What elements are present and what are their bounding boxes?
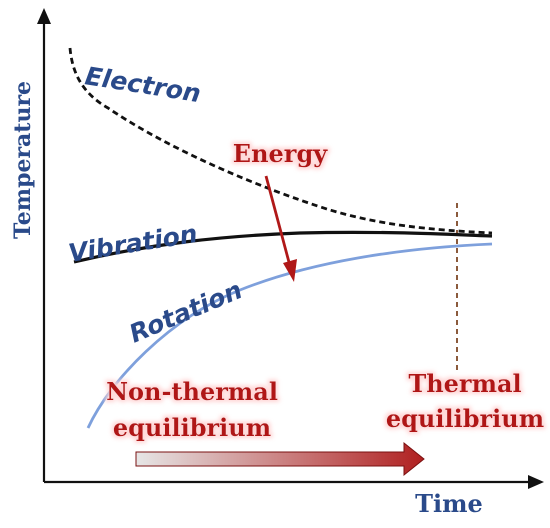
- non-thermal-line1: Non-thermal: [106, 377, 278, 406]
- rotation-curve: [86, 242, 493, 429]
- rotation-label: Rotation: [125, 275, 246, 348]
- y-axis-arrowhead: [37, 8, 51, 24]
- thermal-equilibrium-label: Thermal equilibrium: [386, 369, 544, 433]
- y-axis: [37, 8, 51, 482]
- x-axis: [44, 475, 544, 489]
- y-axis-title: Temperature: [10, 81, 36, 239]
- energy-label: Energy: [233, 139, 328, 168]
- non-thermal-equilibrium-label: Non-thermal equilibrium: [106, 377, 278, 442]
- thermal-line2: equilibrium: [386, 404, 544, 433]
- electron-label: Electron: [83, 61, 203, 108]
- non-thermal-line2: equilibrium: [113, 413, 271, 442]
- time-progression-arrow: [135, 441, 425, 477]
- thermal-line1: Thermal: [408, 369, 521, 398]
- vibration-curve: [73, 230, 493, 264]
- energy-transfer-arrow: [264, 175, 297, 282]
- x-axis-title: Time: [415, 489, 483, 518]
- x-axis-arrowhead: [528, 475, 544, 489]
- vibration-label: Vibration: [66, 219, 199, 268]
